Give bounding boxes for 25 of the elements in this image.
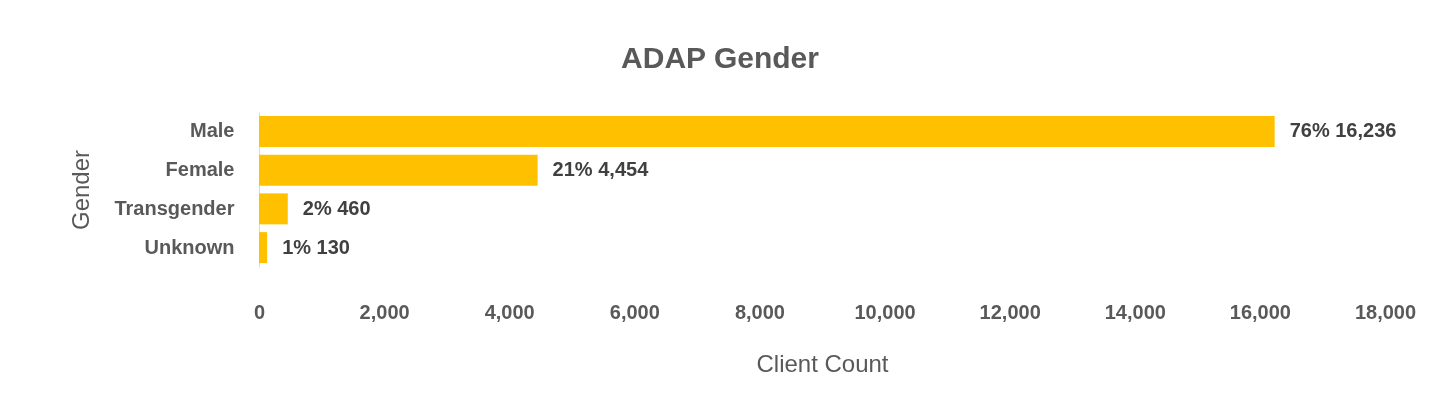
x-tick-label: 16,000 — [1229, 300, 1291, 323]
x-tick-label: 18,000 — [1354, 300, 1417, 323]
x-axis-title: Client Count — [756, 349, 889, 377]
data-label: 2% 460 — [302, 196, 371, 219]
y-tick-label: Female — [165, 158, 235, 181]
bar — [259, 232, 268, 264]
bar — [259, 115, 1275, 147]
y-tick-label: Transgender — [114, 196, 235, 219]
y-axis-title: Gender — [67, 149, 95, 231]
chart-title: ADAP Gender — [621, 41, 820, 74]
x-tick-label: 4,000 — [484, 300, 535, 323]
x-tick-label: 8,000 — [734, 300, 785, 323]
y-tick-label: Male — [190, 119, 235, 142]
data-label: 21% 4,454 — [552, 158, 650, 181]
data-label: 1% 130 — [282, 235, 350, 258]
x-tick-label: 12,000 — [979, 300, 1041, 323]
bar — [259, 154, 538, 186]
x-tick-label: 0 — [253, 300, 266, 323]
bar — [259, 193, 288, 225]
y-tick-label: Unknown — [144, 235, 235, 258]
data-label: 76% 16,236 — [1289, 119, 1397, 142]
x-tick-label: 6,000 — [609, 300, 660, 323]
x-tick-label: 14,000 — [1104, 300, 1166, 323]
x-tick-label: 2,000 — [359, 300, 410, 323]
x-tick-label: 10,000 — [854, 300, 916, 323]
